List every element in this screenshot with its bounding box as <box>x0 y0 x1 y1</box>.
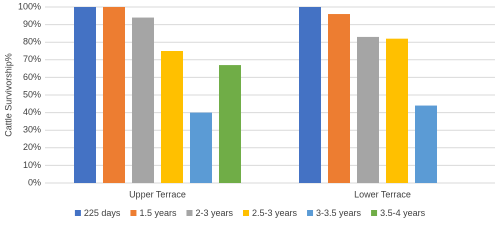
y-tick-label: 90% <box>23 19 41 29</box>
y-tick-label: 0% <box>28 177 41 187</box>
legend-label: 225 days <box>84 208 121 218</box>
legend-label: 2-3 years <box>195 208 233 218</box>
x-tick-label: Upper Terrace <box>129 189 186 199</box>
legend-label: 2.5-3 years <box>252 208 298 218</box>
bar <box>299 7 321 183</box>
bar <box>161 51 183 183</box>
legend-swatch <box>130 210 137 216</box>
y-tick-label: 70% <box>23 54 41 64</box>
y-tick-label: 40% <box>23 107 41 117</box>
legend-swatch <box>186 210 193 216</box>
legend-label: 3.5-4 years <box>380 208 426 218</box>
y-tick-label: 10% <box>23 160 41 170</box>
y-tick-label: 100% <box>18 1 41 11</box>
legend-swatch <box>371 210 378 216</box>
chart: Cattle Survivorship% 0% 10% 20% 30% 40% 50% 60… <box>3 1 495 218</box>
bar <box>190 112 212 183</box>
x-tick-label: Lower Terrace <box>354 189 411 199</box>
bar <box>357 36 379 183</box>
legend-swatch <box>307 210 314 216</box>
legend-swatch <box>243 210 249 216</box>
y-tick-label: 20% <box>23 142 41 152</box>
bar <box>103 7 125 183</box>
y-tick-label: 80% <box>23 37 41 47</box>
bar <box>415 105 437 183</box>
legend-label: 1.5 years <box>139 208 177 218</box>
y-tick-label: 30% <box>23 125 41 135</box>
bar <box>132 17 154 184</box>
bar <box>386 38 408 184</box>
legend-label: 3-3.5 years <box>316 208 362 218</box>
y-tick-label: 50% <box>23 89 41 99</box>
y-tick-label: 60% <box>23 72 41 82</box>
bar <box>219 65 241 183</box>
y-axis-label: Cattle Survivorship% <box>3 53 13 137</box>
bar <box>328 14 350 184</box>
bar <box>74 7 96 183</box>
legend-swatch <box>74 210 81 216</box>
